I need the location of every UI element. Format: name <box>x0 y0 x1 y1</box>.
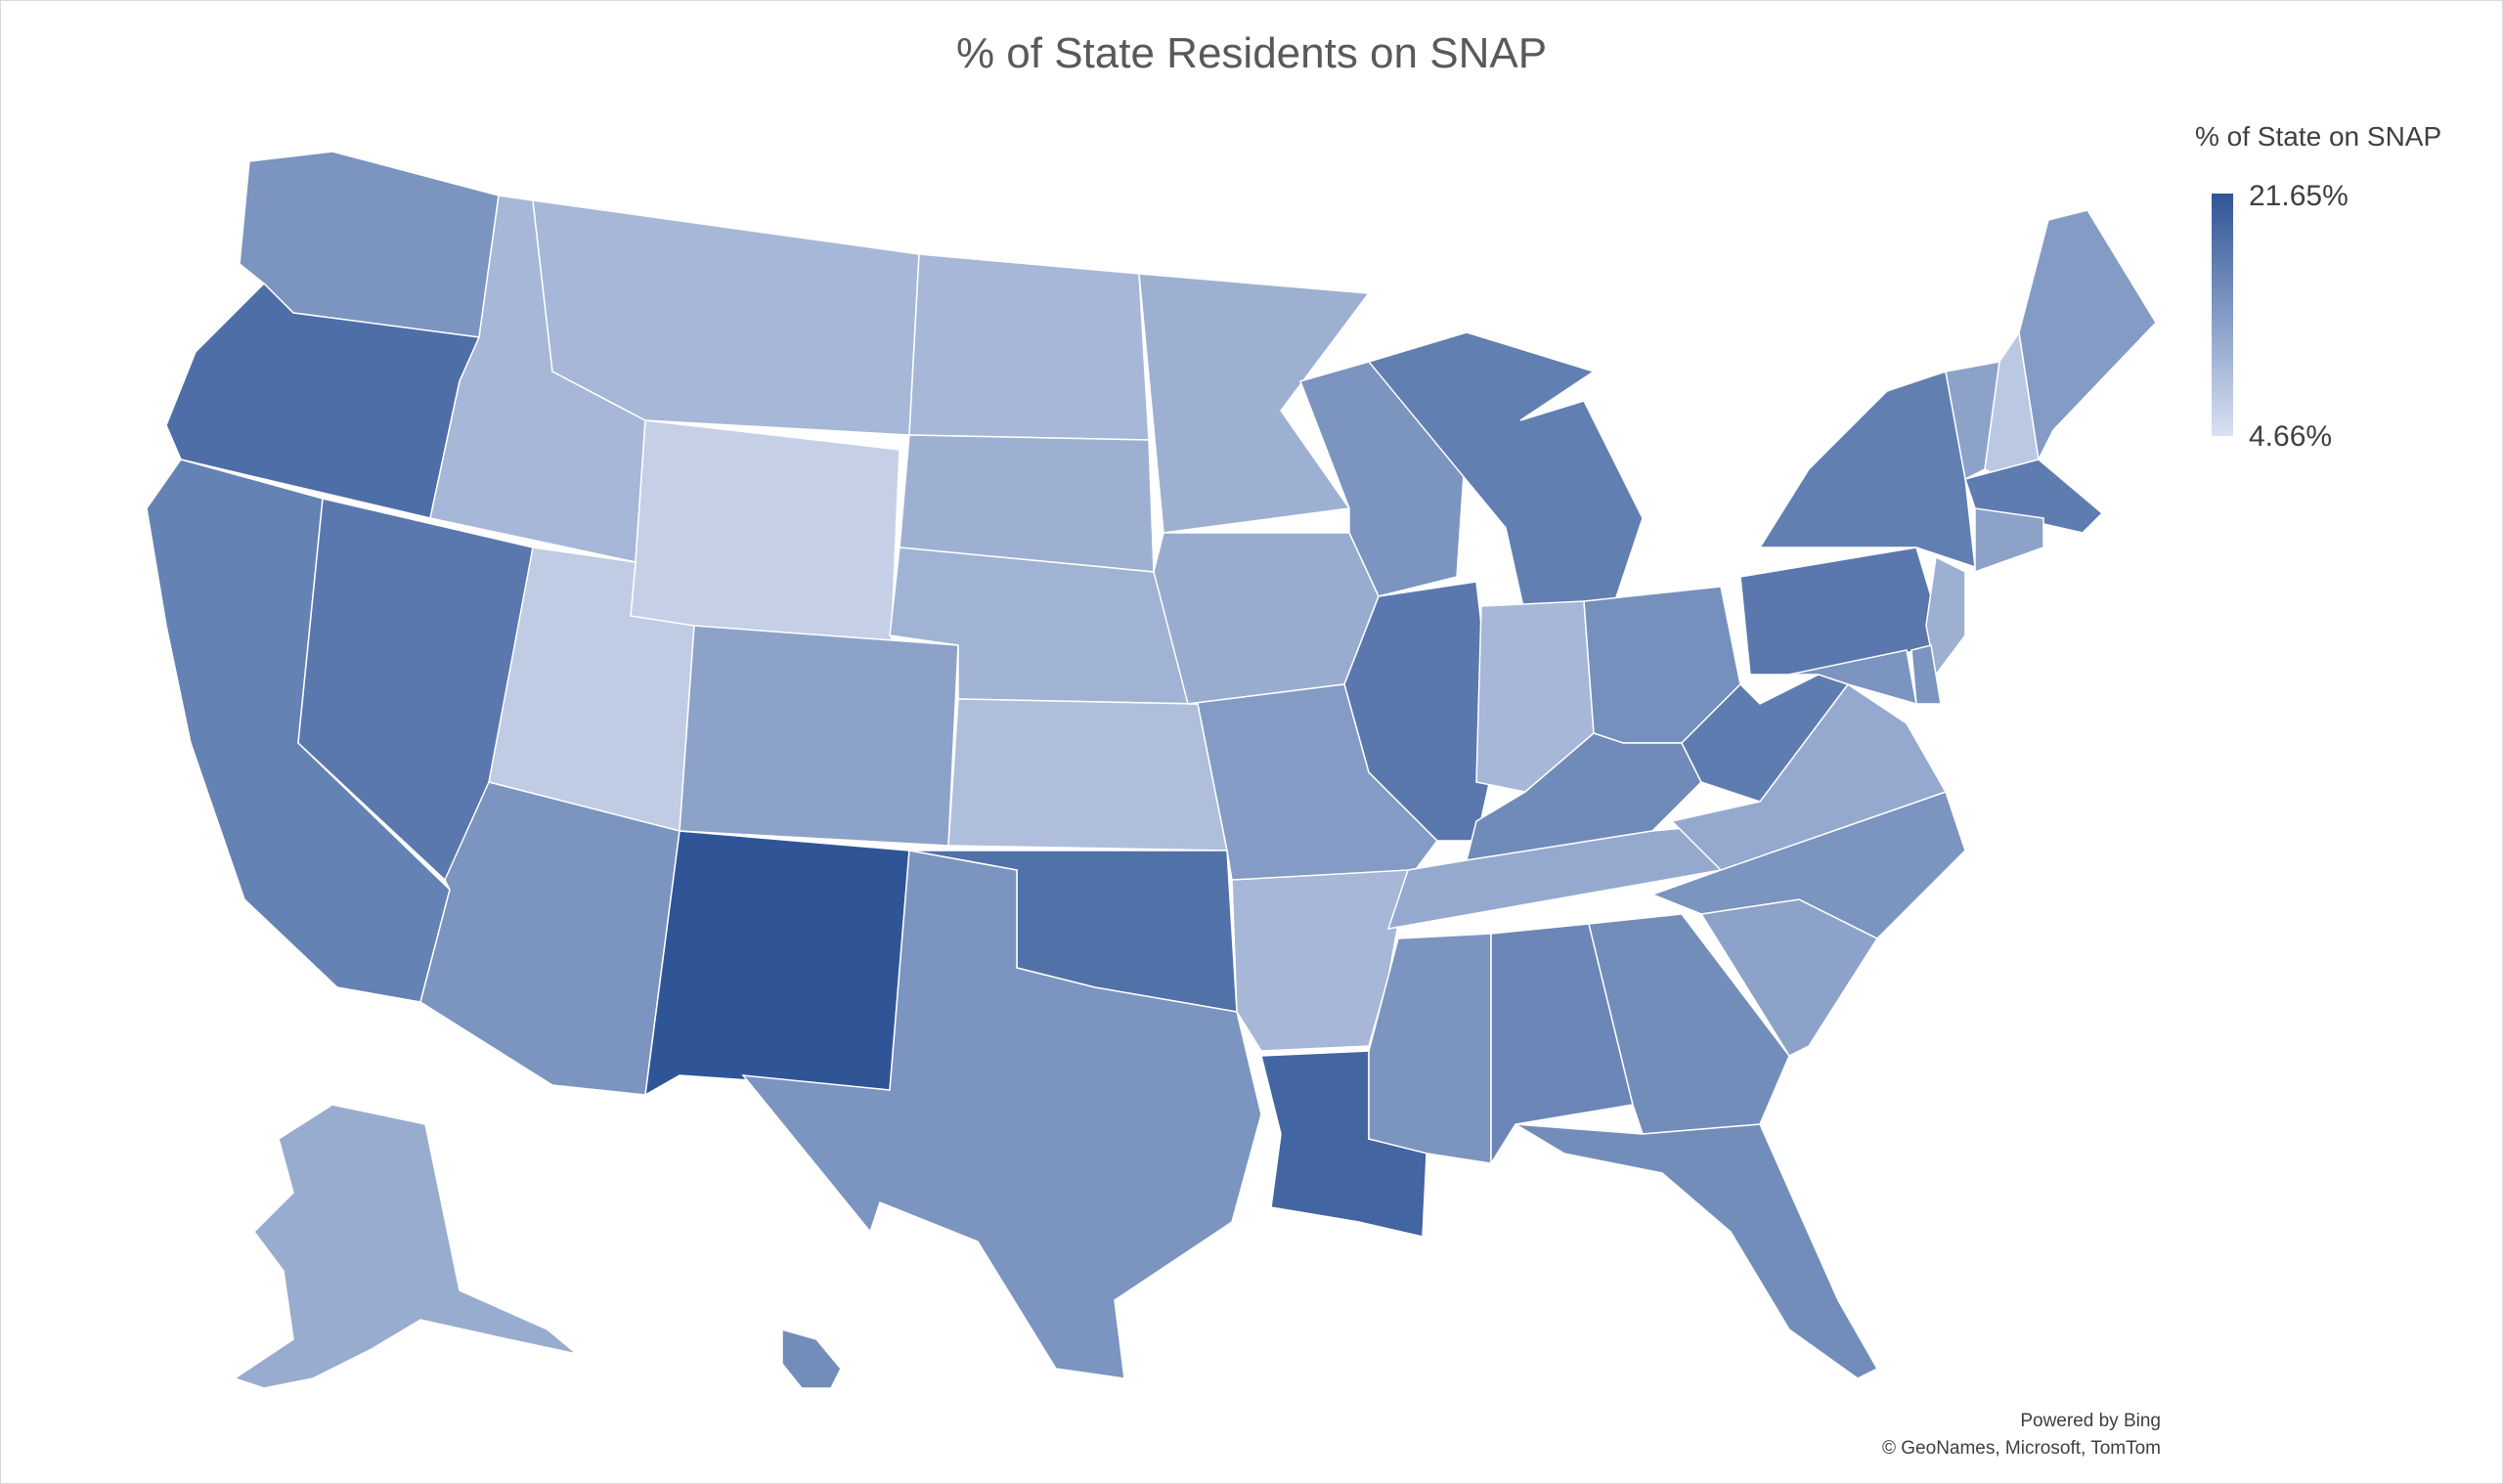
state-mt[interactable] <box>532 199 920 436</box>
state-md[interactable] <box>1788 649 1917 706</box>
state-ma[interactable] <box>1964 458 2104 534</box>
legend-title: % of State on SNAP <box>2195 121 2442 152</box>
state-nd[interactable] <box>908 253 1150 441</box>
state-tx[interactable] <box>741 850 1262 1379</box>
state-il[interactable] <box>1343 581 1497 842</box>
state-ak[interactable] <box>233 1104 578 1389</box>
map-credits: Powered by Bing © GeoNames, Microsoft, T… <box>1882 1408 2161 1462</box>
state-ct[interactable] <box>1974 507 2044 574</box>
state-al[interactable] <box>1490 923 1634 1166</box>
state-de[interactable] <box>1910 644 1942 705</box>
credits-attribution: © GeoNames, Microsoft, TomTom <box>1882 1438 2161 1459</box>
state-co[interactable] <box>679 625 959 847</box>
map-title: % of State Residents on SNAP <box>955 29 1548 77</box>
legend-max-label: 21.65% <box>2249 180 2349 212</box>
credits-powered-by: Powered by Bing <box>2020 1411 2161 1431</box>
legend-min-label: 4.66% <box>2249 420 2333 453</box>
state-fl[interactable] <box>1515 1123 1879 1379</box>
state-mi[interactable] <box>1367 331 1644 617</box>
legend-color-scale <box>2212 194 2233 436</box>
state-hi[interactable] <box>781 1329 842 1389</box>
state-ks[interactable] <box>947 698 1228 851</box>
state-ny[interactable] <box>1758 371 1976 569</box>
state-nm[interactable] <box>644 830 910 1097</box>
state-nj[interactable] <box>1925 555 1966 677</box>
state-mn[interactable] <box>1138 273 1371 534</box>
state-me[interactable] <box>2018 209 2157 462</box>
state-ia[interactable] <box>1153 532 1380 705</box>
